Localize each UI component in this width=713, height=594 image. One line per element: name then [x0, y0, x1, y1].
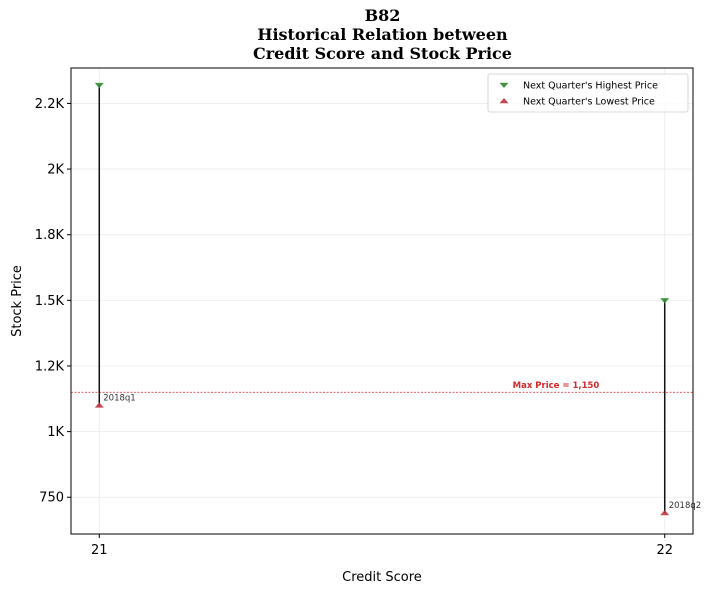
plot-frame	[70, 67, 694, 535]
chart-title-line-3: Credit Score and Stock Price	[253, 44, 512, 63]
x-axis-label: Credit Score	[342, 570, 422, 585]
low-price-marker	[94, 402, 104, 408]
y-tick-label: 2.2K	[35, 97, 65, 112]
y-tick-label: 1.2K	[35, 359, 65, 374]
y-tick-label: 750	[39, 491, 64, 506]
x-tick-label: 22	[656, 543, 673, 558]
legend-entry-label: Next Quarter's Lowest Price	[523, 97, 655, 108]
legend: Next Quarter's Highest Price Next Quarter…	[487, 73, 689, 113]
legend-low-marker	[499, 97, 509, 104]
y-tick-label: 2K	[47, 163, 64, 178]
marker-layer	[94, 82, 670, 516]
point-label-layer: 2018q1 2018q2	[103, 393, 701, 511]
point-label: 2018q1	[103, 393, 135, 403]
y-tick-label: 1.8K	[35, 228, 65, 243]
chart-title: B82 Historical Relation between Credit S…	[0, 6, 713, 63]
high-price-marker	[94, 82, 104, 89]
point-label: 2018q2	[669, 501, 701, 511]
low-price-marker	[660, 509, 670, 516]
legend-box	[487, 73, 689, 113]
legend-entry-label: Next Quarter's Highest Price	[523, 81, 658, 92]
stem-layer	[98, 85, 666, 513]
max-price-label: Max Price = 1,150	[513, 381, 600, 391]
chart-title-line-1: B82	[364, 6, 401, 25]
y-tick-label: 1.5K	[35, 294, 65, 309]
legend-high-marker	[499, 82, 509, 89]
reference-layer: Max Price = 1,150	[71, 381, 693, 393]
x-tick-label: 21	[91, 543, 108, 558]
y-tick-label: 1K	[47, 425, 64, 440]
axis-layer: 750 1K 1.2K 1.5K 1.8K 2K 2.2K 21 22	[35, 97, 673, 558]
grid-layer	[71, 68, 693, 534]
high-price-marker	[660, 298, 670, 304]
y-axis-label: Stock Price	[10, 265, 25, 337]
chart-title-line-2: Historical Relation between	[257, 25, 508, 44]
